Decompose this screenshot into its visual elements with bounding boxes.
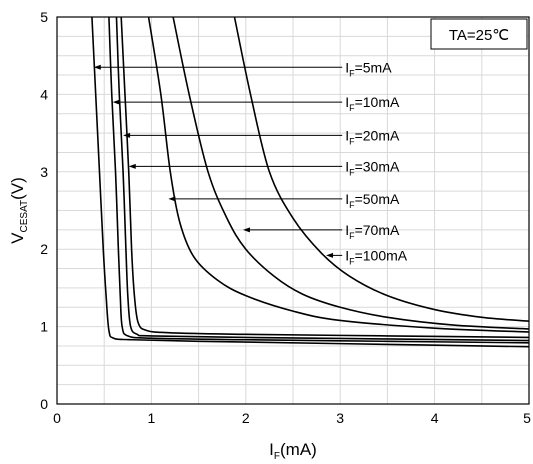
series-line-3 bbox=[115, 16, 530, 342]
y-axis-label: VCESAT(V) bbox=[8, 177, 30, 244]
annotation-arrowhead bbox=[242, 227, 250, 233]
series-annotations: IF=5mA IF=10mA IF=20mA IF=30mA IF=50mA IF=70m… bbox=[93, 59, 408, 266]
series-label-1: IF=5mA bbox=[345, 59, 392, 78]
annotation-arrowhead bbox=[93, 64, 101, 70]
series-label-3: IF=20mA bbox=[345, 127, 400, 146]
x-tick-label: 5 bbox=[523, 410, 531, 426]
y-tick-label: 3 bbox=[40, 164, 48, 180]
x-tick-label: 3 bbox=[336, 410, 344, 426]
series-label-2: IF=10mA bbox=[345, 94, 400, 113]
x-axis-label-sub: F bbox=[274, 451, 280, 462]
annotation-arrowhead bbox=[123, 132, 131, 138]
condition-box-frame bbox=[430, 18, 528, 50]
x-axis-label-main: I bbox=[269, 440, 274, 459]
annotation-arrowhead bbox=[168, 196, 176, 202]
tick-labels: 0 1 2 3 4 5 0 1 2 3 4 5 bbox=[40, 9, 531, 426]
x-tick-label: 1 bbox=[148, 410, 156, 426]
plot-frame bbox=[56, 16, 530, 405]
y-tick-label: 5 bbox=[40, 9, 48, 25]
annotation-arrowhead bbox=[128, 163, 136, 169]
y-axis-label-unit: (V) bbox=[8, 177, 27, 200]
y-tick-label: 4 bbox=[40, 86, 48, 102]
y-axis-label-main: V bbox=[8, 232, 27, 244]
y-tick-label: 1 bbox=[40, 319, 48, 335]
x-axis-label: IF(mA) bbox=[269, 440, 317, 462]
x-tick-label: 4 bbox=[431, 410, 439, 426]
x-tick-label: 2 bbox=[242, 410, 250, 426]
y-tick-label: 2 bbox=[40, 241, 48, 257]
series-line-7 bbox=[233, 16, 530, 322]
series-label-5: IF=50mA bbox=[345, 191, 400, 210]
y-axis-label-sub: CESAT bbox=[19, 200, 30, 233]
condition-label: TA=25℃ bbox=[449, 27, 509, 44]
series-line-5 bbox=[147, 16, 530, 333]
series-label-6: IF=70mA bbox=[345, 222, 400, 241]
x-tick-label: 0 bbox=[53, 410, 61, 426]
x-axis-label-unit: (mA) bbox=[280, 440, 317, 459]
annotation-arrowhead bbox=[112, 99, 120, 105]
series-label-7: IF=100mA bbox=[345, 247, 408, 266]
y-tick-label: 0 bbox=[40, 396, 48, 412]
series-label-4: IF=30mA bbox=[345, 158, 400, 177]
condition-box: TA=25℃ bbox=[430, 18, 528, 50]
series-line-4 bbox=[120, 16, 530, 339]
series-curves bbox=[91, 16, 530, 348]
series-line-6 bbox=[172, 16, 530, 330]
annotation-arrowhead bbox=[326, 252, 334, 258]
series-line-1 bbox=[91, 16, 530, 348]
series-line-2 bbox=[108, 16, 530, 344]
